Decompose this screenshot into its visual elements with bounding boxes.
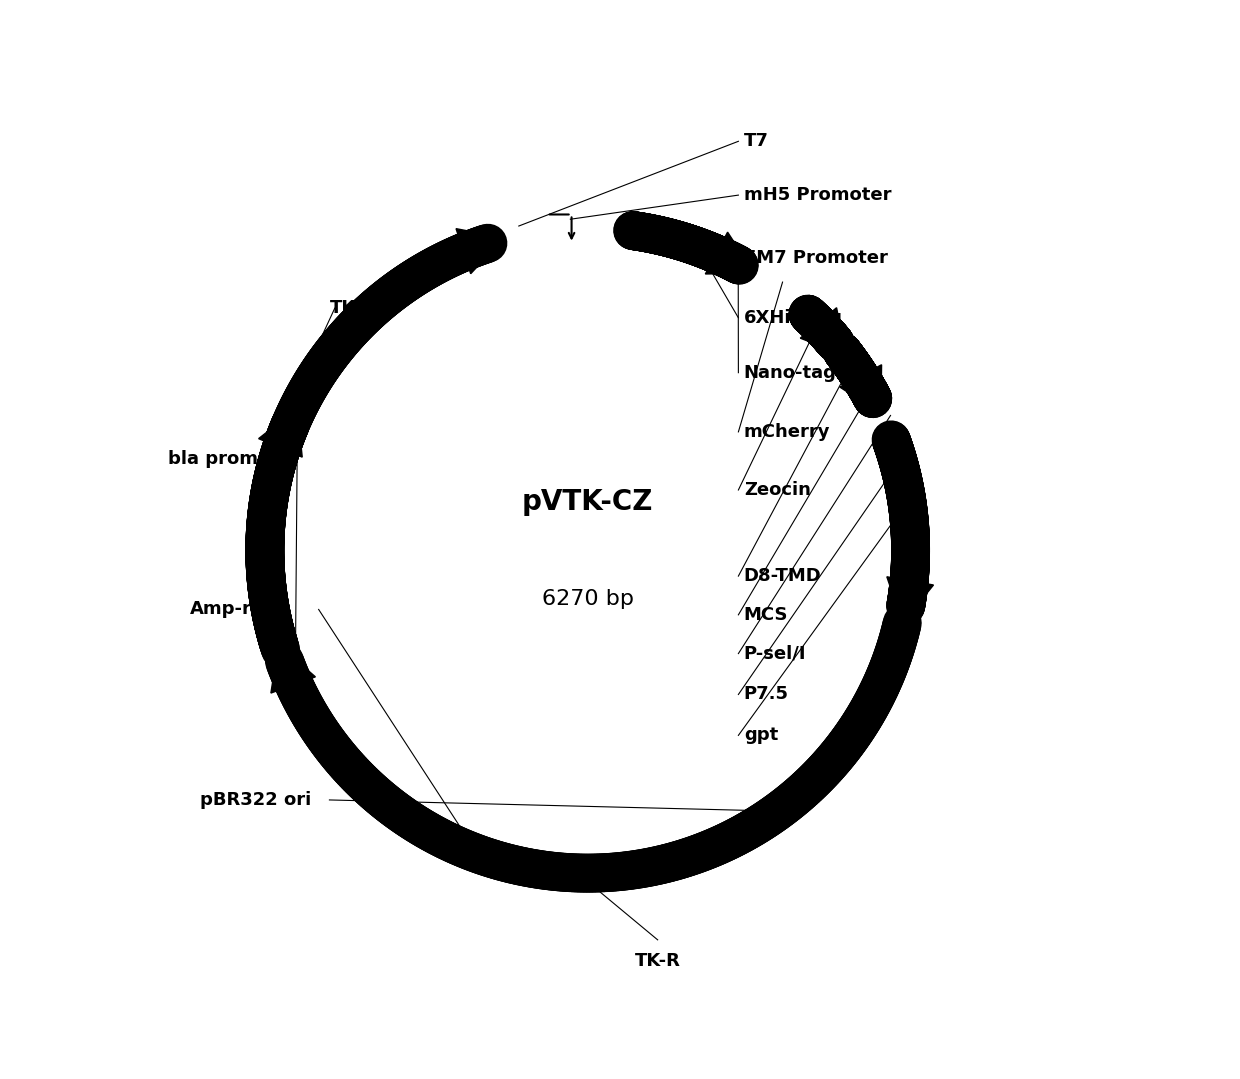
Text: pBR322 ori: pBR322 ori <box>201 791 311 809</box>
Polygon shape <box>706 232 754 274</box>
Text: pVTK-CZ: pVTK-CZ <box>522 488 653 516</box>
Polygon shape <box>456 229 505 274</box>
Text: Amp-r: Amp-r <box>190 600 252 618</box>
Polygon shape <box>887 577 934 624</box>
Polygon shape <box>839 365 882 414</box>
Polygon shape <box>270 644 315 693</box>
Text: mCherry: mCherry <box>744 423 831 441</box>
Text: TK-R: TK-R <box>635 953 681 970</box>
Text: bla promoter: bla promoter <box>167 450 300 468</box>
Text: 6270 bp: 6270 bp <box>542 589 634 609</box>
Text: Zeocin: Zeocin <box>744 481 811 498</box>
Text: mH5 Promoter: mH5 Promoter <box>744 186 892 204</box>
Text: 6XHis-tag: 6XHis-tag <box>744 309 843 327</box>
Polygon shape <box>259 408 303 457</box>
Text: EM7 Promoter: EM7 Promoter <box>744 248 888 267</box>
Text: T7: T7 <box>744 133 769 150</box>
Polygon shape <box>800 308 846 356</box>
Text: P-sel/I: P-sel/I <box>744 644 806 663</box>
Text: TK-L: TK-L <box>330 299 373 317</box>
Text: D8-TMD: D8-TMD <box>744 568 822 585</box>
Text: MCS: MCS <box>744 605 789 624</box>
Text: gpt: gpt <box>744 726 777 745</box>
Text: Nano-tag15: Nano-tag15 <box>744 364 862 382</box>
Text: P7.5: P7.5 <box>744 685 789 704</box>
